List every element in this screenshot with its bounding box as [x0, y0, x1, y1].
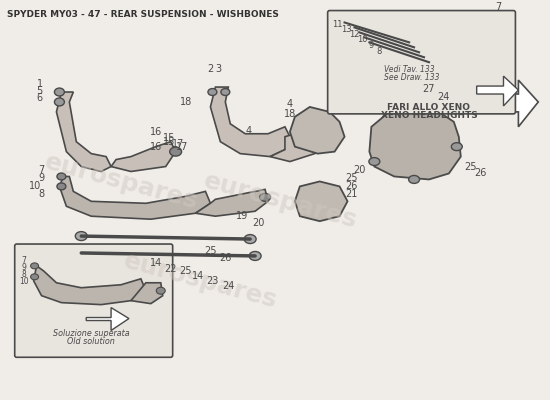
Ellipse shape — [54, 98, 64, 106]
Text: Old solution: Old solution — [67, 337, 115, 346]
Text: 26: 26 — [219, 253, 232, 263]
Ellipse shape — [409, 106, 420, 114]
Ellipse shape — [75, 232, 87, 240]
Text: 25: 25 — [179, 266, 192, 276]
Text: 26: 26 — [345, 181, 358, 191]
Text: 16: 16 — [150, 142, 162, 152]
Ellipse shape — [260, 193, 271, 201]
Polygon shape — [295, 182, 348, 221]
Text: 12: 12 — [349, 30, 360, 39]
Text: See Draw. 133: See Draw. 133 — [384, 73, 440, 82]
Text: 7: 7 — [39, 166, 45, 176]
Text: 10: 10 — [357, 35, 368, 44]
Polygon shape — [34, 266, 146, 305]
Polygon shape — [270, 130, 320, 162]
Text: 18: 18 — [179, 97, 192, 107]
Ellipse shape — [57, 173, 66, 180]
Text: 9: 9 — [21, 263, 26, 272]
Text: 16: 16 — [150, 127, 162, 137]
Polygon shape — [477, 76, 519, 106]
Text: eurospares: eurospares — [200, 169, 360, 233]
Text: 10: 10 — [29, 181, 42, 191]
Ellipse shape — [31, 263, 38, 269]
Text: 7: 7 — [21, 256, 26, 265]
Ellipse shape — [221, 88, 230, 96]
Text: 24: 24 — [438, 92, 450, 102]
Text: 22: 22 — [164, 264, 177, 274]
Text: 14: 14 — [150, 258, 162, 268]
Text: 6: 6 — [36, 93, 42, 103]
Ellipse shape — [249, 252, 261, 260]
Text: 8: 8 — [377, 47, 382, 56]
Text: 10: 10 — [19, 277, 29, 286]
Ellipse shape — [54, 88, 64, 96]
Ellipse shape — [409, 176, 420, 184]
Polygon shape — [111, 142, 175, 172]
Text: eurospares: eurospares — [121, 249, 280, 313]
Ellipse shape — [75, 248, 87, 258]
Text: 19: 19 — [236, 211, 249, 221]
Ellipse shape — [57, 183, 66, 190]
Text: 24: 24 — [222, 281, 234, 291]
Text: 2: 2 — [207, 64, 213, 74]
Ellipse shape — [31, 274, 38, 280]
Text: 7: 7 — [496, 2, 502, 12]
Text: 17: 17 — [177, 142, 189, 152]
Polygon shape — [370, 107, 461, 180]
Polygon shape — [57, 92, 111, 172]
Text: 14: 14 — [192, 271, 205, 281]
Text: 5: 5 — [36, 86, 43, 96]
Text: 4: 4 — [287, 99, 293, 109]
Polygon shape — [131, 283, 163, 304]
Polygon shape — [211, 87, 290, 156]
Text: 20: 20 — [252, 218, 265, 228]
Text: 8: 8 — [39, 189, 45, 199]
Ellipse shape — [208, 88, 217, 96]
Text: 23: 23 — [206, 276, 218, 286]
Text: 4: 4 — [245, 126, 251, 136]
Text: 18: 18 — [284, 109, 296, 119]
Text: FARI ALLO XENO: FARI ALLO XENO — [388, 103, 470, 112]
Text: 25: 25 — [464, 162, 477, 172]
Text: Soluzione superata: Soluzione superata — [53, 330, 129, 338]
Ellipse shape — [156, 287, 165, 294]
Ellipse shape — [170, 147, 182, 156]
Ellipse shape — [312, 138, 323, 146]
Text: 25: 25 — [204, 246, 217, 256]
Text: 9: 9 — [368, 41, 374, 50]
Text: XENO HEADLIGHTS: XENO HEADLIGHTS — [381, 111, 477, 120]
Text: 3: 3 — [215, 64, 222, 74]
Text: 25: 25 — [345, 174, 358, 184]
Text: 13: 13 — [341, 26, 352, 34]
Polygon shape — [195, 189, 268, 216]
Polygon shape — [59, 176, 211, 219]
FancyBboxPatch shape — [15, 244, 173, 357]
Polygon shape — [488, 80, 538, 127]
Text: 15: 15 — [162, 133, 175, 143]
Text: 9: 9 — [39, 174, 45, 184]
Text: 1: 1 — [36, 79, 42, 89]
Polygon shape — [86, 308, 129, 330]
Text: Vedi Tav. 133: Vedi Tav. 133 — [384, 65, 435, 74]
Text: 27: 27 — [423, 84, 435, 94]
Text: eurospares: eurospares — [41, 149, 201, 214]
Text: 20: 20 — [353, 166, 366, 176]
Text: 17: 17 — [173, 139, 185, 149]
Text: 21: 21 — [345, 189, 358, 199]
Text: 11: 11 — [332, 20, 343, 30]
Text: 15: 15 — [162, 137, 175, 147]
Text: SPYDER MY03 - 47 - REAR SUSPENSION - WISHBONES: SPYDER MY03 - 47 - REAR SUSPENSION - WIS… — [7, 10, 279, 18]
FancyBboxPatch shape — [328, 10, 515, 114]
Text: 8: 8 — [21, 270, 26, 279]
Ellipse shape — [452, 143, 462, 151]
Text: 26: 26 — [475, 168, 487, 178]
Ellipse shape — [244, 234, 256, 244]
Polygon shape — [290, 107, 344, 154]
Ellipse shape — [369, 158, 380, 166]
